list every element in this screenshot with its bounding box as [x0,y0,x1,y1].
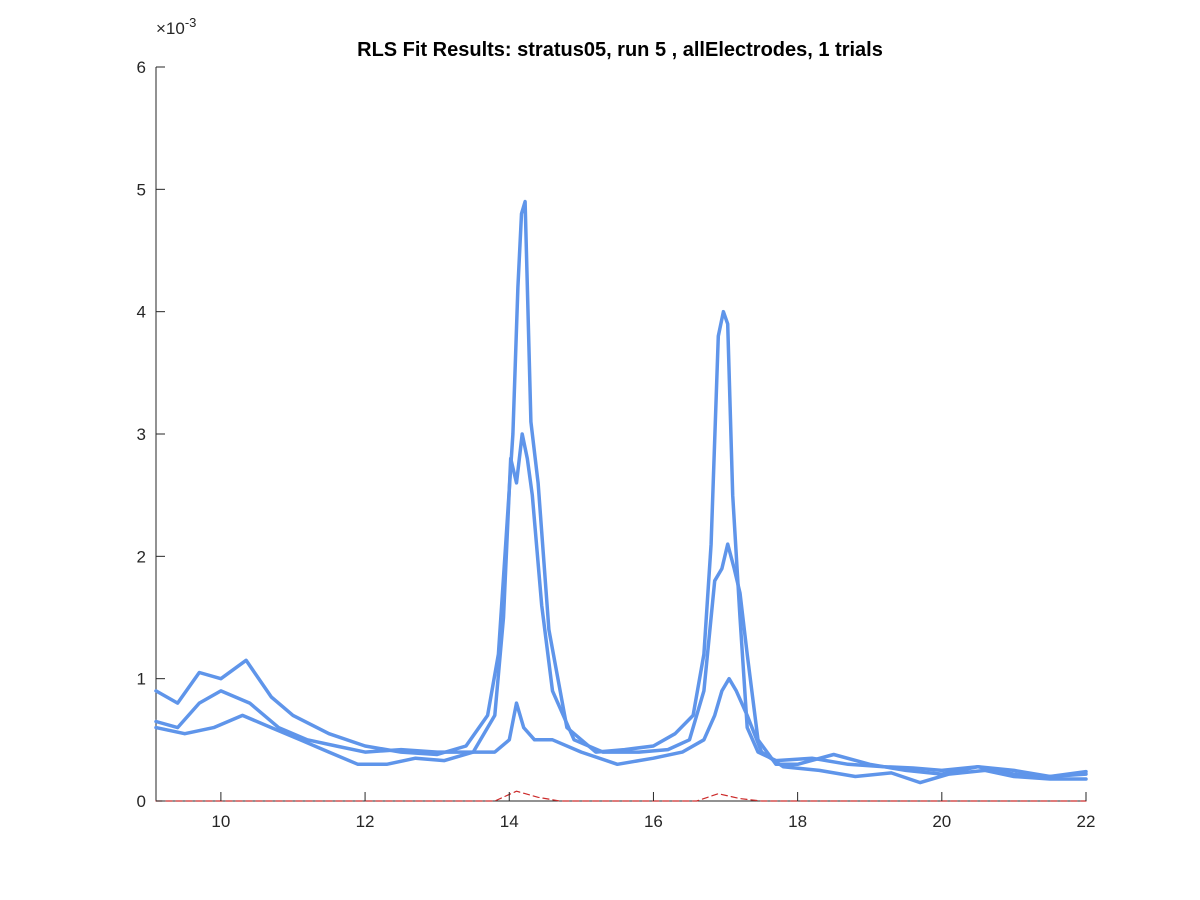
x-tick-label: 10 [211,812,230,831]
series-line-4 [155,790,1087,802]
series-line-3 [154,676,1088,785]
y-tick-label: 6 [137,58,146,77]
chart-title: RLS Fit Results: stratus05, run 5 , allE… [357,39,883,61]
series-line-2 [154,432,1088,779]
y-axis-exponent-power: -3 [185,15,197,30]
y-tick-label: 0 [137,792,146,811]
series-group [154,199,1088,802]
axes [155,67,1086,802]
x-tick-label: 14 [500,812,519,831]
y-axis-exponent: ×10-3 [156,15,196,38]
y-tick-label: 4 [137,303,146,322]
y-axis-exponent-base: ×10 [156,19,185,38]
y-tick-label: 5 [137,180,146,199]
y-tick-label: 3 [137,425,146,444]
series-line-1 [154,199,1088,779]
y-tick-label: 2 [137,547,146,566]
x-tick-label: 20 [932,812,951,831]
x-tick-label: 18 [788,812,807,831]
x-tick-label: 16 [644,812,663,831]
x-tick-label: 22 [1077,812,1096,831]
y-tick-label: 1 [137,670,146,689]
x-tick-label: 12 [356,812,375,831]
